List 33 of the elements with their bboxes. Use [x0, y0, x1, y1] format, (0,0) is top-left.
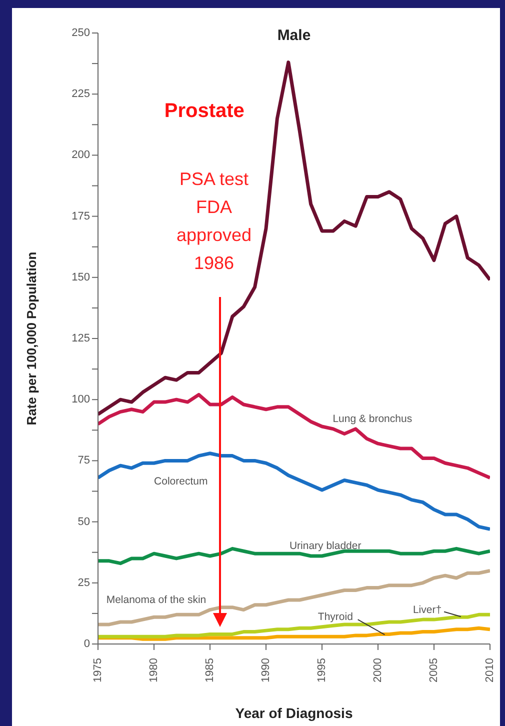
y-axis-title: Rate per 100,000 Population — [24, 252, 39, 426]
x-tick-label: 2010 — [484, 658, 496, 682]
annotation: PSA test FDA approved 1986 — [176, 169, 252, 273]
x-tick-label: 1995 — [316, 658, 328, 682]
y-tick-label: 225 — [72, 88, 90, 100]
series-label: Urinary bladder — [289, 540, 362, 552]
series-label: Colorectum — [154, 475, 208, 488]
x-tick-label: 1990 — [260, 658, 272, 682]
line-series — [98, 452, 490, 531]
series-label: Prostate — [164, 100, 244, 122]
y-tick-label: 200 — [72, 149, 90, 162]
series-label: Thyroid — [318, 611, 354, 624]
y-tick-label: 0 — [84, 638, 90, 650]
y-tick-label: 75 — [78, 454, 90, 467]
series-label: Liver† — [412, 604, 442, 616]
y-tick-label: 250 — [72, 27, 90, 39]
x-tick-label: 2005 — [428, 658, 440, 682]
line-series — [98, 612, 490, 638]
x-tick-label: 2000 — [372, 658, 384, 682]
y-tick-label: 25 — [78, 576, 90, 589]
y-tick-label: 50 — [78, 516, 90, 528]
y-tick-label: 100 — [72, 394, 90, 406]
series-label: Lung & bronchus — [332, 413, 412, 426]
chart-title: Male — [277, 27, 311, 44]
line-series — [98, 568, 490, 626]
x-axis-title: Year of Diagnosis — [235, 705, 353, 721]
series-label: Melanoma of the skin — [106, 594, 206, 606]
x-tick-label: 1980 — [148, 658, 160, 682]
x-tick-label: 1975 — [92, 658, 104, 682]
x-tick-label: 1985 — [204, 658, 216, 682]
y-tick-label: 150 — [72, 271, 90, 284]
y-tick-label: 175 — [72, 210, 90, 222]
y-tick-label: 125 — [72, 332, 90, 344]
